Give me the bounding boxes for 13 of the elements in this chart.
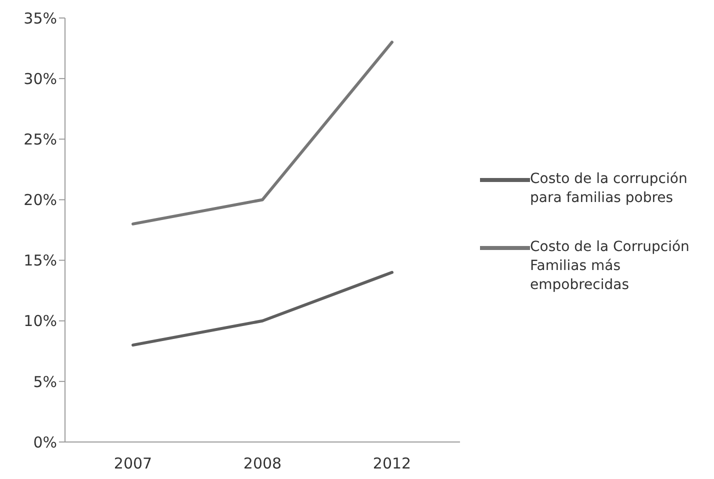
y-tick-label: 10% bbox=[24, 312, 57, 330]
y-tick-label: 5% bbox=[33, 372, 57, 391]
y-tick-label: 0% bbox=[33, 433, 57, 452]
x-tick-label: 2008 bbox=[243, 454, 282, 473]
y-tick-label: 25% bbox=[24, 130, 57, 148]
x-tick-label: 2012 bbox=[372, 454, 412, 473]
x-tick-label: 2007 bbox=[114, 454, 152, 473]
y-tick-label: 15% bbox=[24, 252, 57, 270]
y-tick-label: 35% bbox=[24, 9, 57, 28]
legend-label: Costo de la Corrupción Familias más empobrecidas bbox=[530, 238, 690, 295]
y-tick-label: 20% bbox=[24, 191, 57, 210]
y-tick-label: 30% bbox=[24, 70, 57, 88]
legend-label: Costo de la corrupción para familias pobres bbox=[530, 170, 688, 208]
